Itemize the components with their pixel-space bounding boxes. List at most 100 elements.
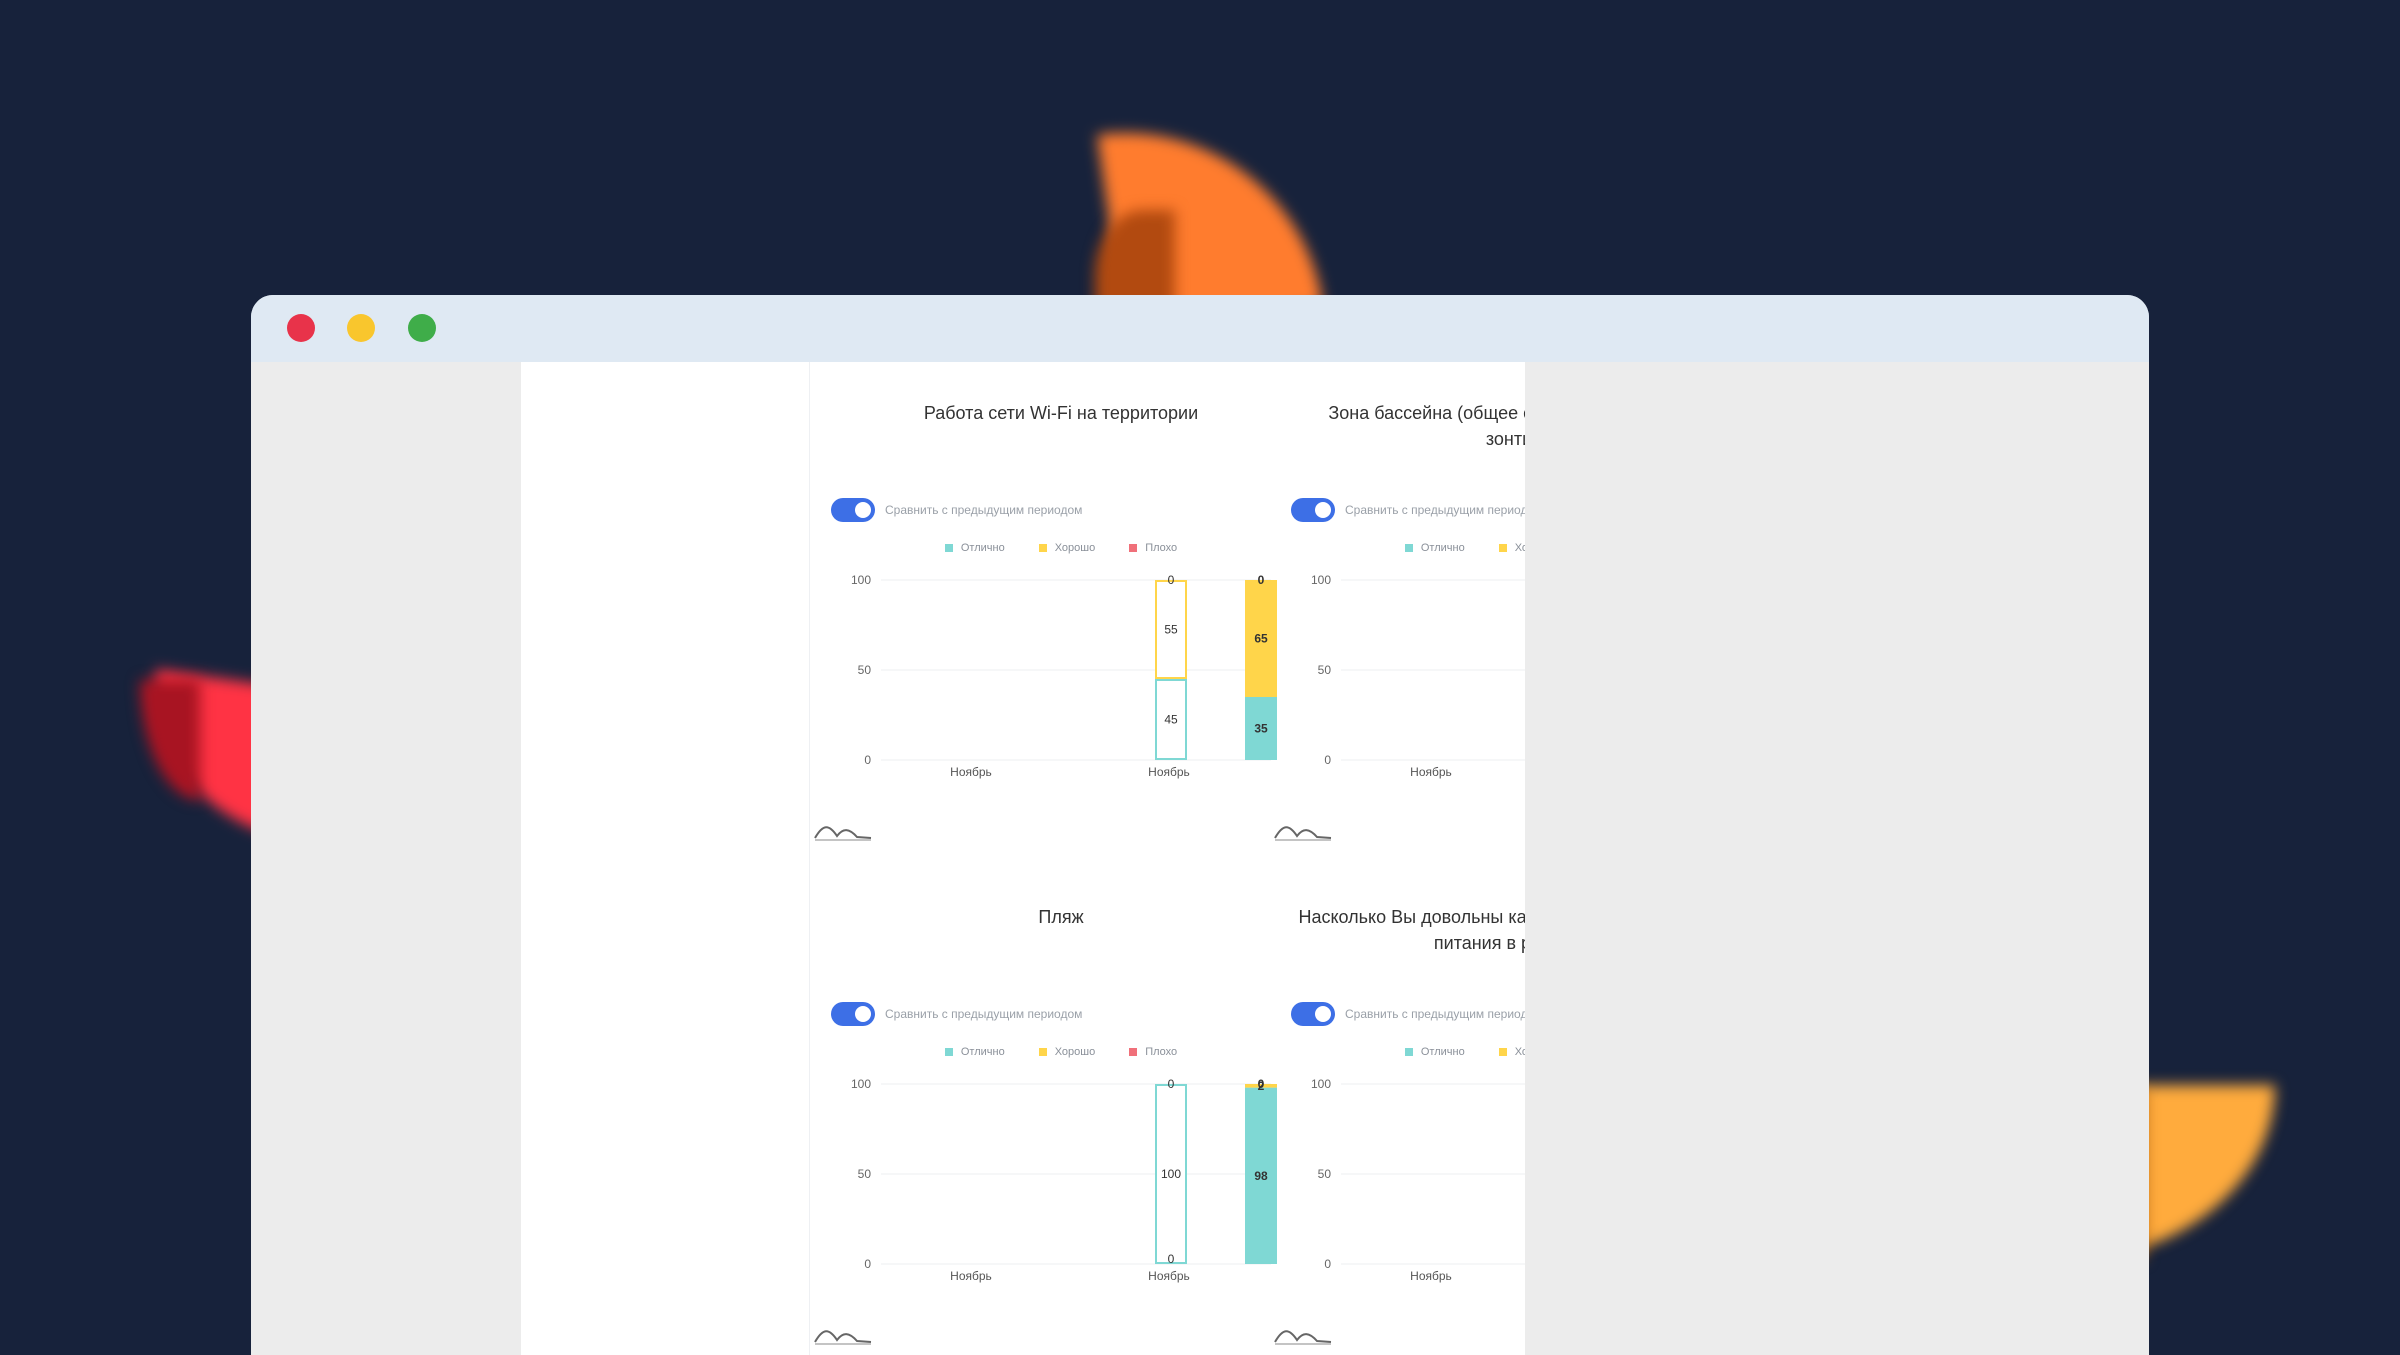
data-label-good: 2 xyxy=(1258,1079,1265,1093)
decor-red-shadow xyxy=(140,680,200,800)
legend-swatch-bad xyxy=(1129,544,1138,552)
y-tick-label: 0 xyxy=(1324,753,1331,767)
legend-label: Отлично xyxy=(1420,1046,1465,1058)
bar-current-good xyxy=(1245,580,1277,697)
trend-icon[interactable] xyxy=(813,820,873,844)
legend-good[interactable]: Хорошо xyxy=(1038,542,1096,554)
x-tick-label: Ноябрь xyxy=(1148,1269,1190,1283)
data-label-bad: 0 xyxy=(1168,573,1175,587)
legend-label: Отлично xyxy=(1420,542,1465,554)
y-tick-label: 100 xyxy=(1311,573,1331,587)
compare-toggle[interactable] xyxy=(831,1002,875,1026)
close-window-button[interactable] xyxy=(287,314,315,342)
y-tick-label: 100 xyxy=(851,1077,871,1091)
bar-previous-good xyxy=(1155,580,1187,679)
legend-swatch-excellent xyxy=(1404,544,1413,552)
legend-label: Плохо xyxy=(1145,1046,1178,1058)
legend-label: Отлично xyxy=(960,542,1005,554)
bar-current-good xyxy=(1245,1084,1277,1088)
data-label-bad: 0 xyxy=(1258,1077,1265,1091)
toggle-knob xyxy=(1315,502,1331,518)
chart-legend: Отлично Хорошо Плохо xyxy=(1291,542,1525,554)
trend-icon[interactable] xyxy=(1273,820,1333,844)
toggle-knob xyxy=(855,1006,871,1022)
legend-excellent[interactable]: Отлично xyxy=(944,1046,1005,1058)
data-label-good: 0 xyxy=(1168,1252,1175,1266)
chart-legend: Отлично Хорошо Плохо xyxy=(1291,1046,1525,1058)
legend-excellent[interactable]: Отлично xyxy=(944,542,1005,554)
y-tick-label: 50 xyxy=(858,663,872,677)
y-tick-label: 50 xyxy=(1318,1167,1332,1181)
compare-toggle[interactable] xyxy=(831,498,875,522)
minimize-window-button[interactable] xyxy=(347,314,375,342)
toggle-knob xyxy=(855,502,871,518)
chart-panel-pool: Зона бассейна (общее состояние, шезлонги… xyxy=(1274,400,1525,841)
y-tick-label: 50 xyxy=(858,1167,872,1181)
trend-icon[interactable] xyxy=(813,1324,873,1348)
chart-title: Насколько Вы довольны качеством и разноо… xyxy=(1298,907,1525,953)
bar-current-excellent xyxy=(1245,697,1277,760)
compare-toggle-label: Сравнить с предыдущим периодом xyxy=(885,1007,1083,1021)
data-label-excellent: 100 xyxy=(1161,1167,1181,1181)
legend-good[interactable]: Хорошо xyxy=(1038,1046,1096,1058)
legend-swatch-bad xyxy=(1129,1048,1138,1056)
x-tick-label: Ноябрь xyxy=(1410,1269,1452,1283)
compare-toggle-row[interactable]: Сравнить с предыдущим периодом xyxy=(831,1000,1082,1028)
legend-label: Хорошо xyxy=(1054,542,1096,554)
legend-good[interactable]: Хорошо xyxy=(1498,542,1525,554)
bar-previous-excellent xyxy=(1155,679,1187,760)
compare-toggle[interactable] xyxy=(1291,498,1335,522)
x-tick-label: Ноябрь xyxy=(1148,765,1190,779)
stacked-bar-chart: 100 50 0 Ноябрь Ноябрь 45 55 0 35 65 0 xyxy=(851,573,1277,779)
chart-title: Зона бассейна (общее состояние, шезлонги… xyxy=(1328,403,1525,449)
data-label-bad: 0 xyxy=(1258,573,1265,587)
x-tick-label: Ноябрь xyxy=(950,1269,992,1283)
legend-swatch-excellent xyxy=(1404,1048,1413,1056)
legend-excellent[interactable]: Отлично xyxy=(1404,542,1465,554)
legend-bad[interactable]: Плохо xyxy=(1129,1046,1177,1058)
trend-icon[interactable] xyxy=(1273,1324,1333,1348)
y-tick-label: 100 xyxy=(851,573,871,587)
compare-toggle-label: Сравнить с предыдущим периодом xyxy=(1345,503,1525,517)
legend-swatch-excellent xyxy=(944,544,953,552)
x-tick-label: Ноябрь xyxy=(1410,765,1452,779)
chart-title: Работа сети Wi-Fi на территории xyxy=(923,403,1199,423)
compare-toggle-row[interactable]: Сравнить с предыдущим периодом xyxy=(1291,1000,1525,1028)
column-divider xyxy=(809,362,810,1355)
legend-label: Отлично xyxy=(960,1046,1005,1058)
data-label-bad: 0 xyxy=(1168,1077,1175,1091)
report-page: Работа сети Wi-Fi на территории Сравнить… xyxy=(521,362,1525,1355)
legend-swatch-good xyxy=(1498,1048,1507,1056)
data-label-good: 55 xyxy=(1164,623,1178,637)
legend-label: Хорошо xyxy=(1514,1046,1525,1058)
chart-legend: Отлично Хорошо Плохо xyxy=(831,542,1291,554)
data-label-excellent: 98 xyxy=(1254,1169,1268,1183)
compare-toggle-row[interactable]: Сравнить с предыдущим периодом xyxy=(1291,496,1525,524)
legend-label: Хорошо xyxy=(1054,1046,1096,1058)
maximize-window-button[interactable] xyxy=(408,314,436,342)
data-label-excellent: 35 xyxy=(1254,722,1268,736)
legend-excellent[interactable]: Отлично xyxy=(1404,1046,1465,1058)
chart-panel-beach: Пляж Сравнить с предыдущим периодом Отли… xyxy=(814,904,1291,1345)
toggle-knob xyxy=(1315,1006,1331,1022)
legend-label: Плохо xyxy=(1145,542,1178,554)
chart-legend: Отлично Хорошо Плохо xyxy=(831,1046,1291,1058)
compare-toggle[interactable] xyxy=(1291,1002,1335,1026)
bar-previous-excellent xyxy=(1155,1084,1187,1264)
y-tick-label: 0 xyxy=(1324,1257,1331,1271)
legend-good[interactable]: Хорошо xyxy=(1498,1046,1525,1058)
legend-swatch-excellent xyxy=(944,1048,953,1056)
compare-toggle-row[interactable]: Сравнить с предыдущим периодом xyxy=(831,496,1082,524)
browser-window: Работа сети Wi-Fi на территории Сравнить… xyxy=(251,295,2149,1355)
chart-panel-wifi: Работа сети Wi-Fi на территории Сравнить… xyxy=(814,400,1291,841)
data-label-excellent: 45 xyxy=(1164,713,1178,727)
legend-bad[interactable]: Плохо xyxy=(1129,542,1177,554)
compare-toggle-label: Сравнить с предыдущим периодом xyxy=(1345,1007,1525,1021)
legend-swatch-good xyxy=(1038,544,1047,552)
legend-label: Хорошо xyxy=(1514,542,1525,554)
y-tick-label: 0 xyxy=(864,1257,871,1271)
x-tick-label: Ноябрь xyxy=(950,765,992,779)
